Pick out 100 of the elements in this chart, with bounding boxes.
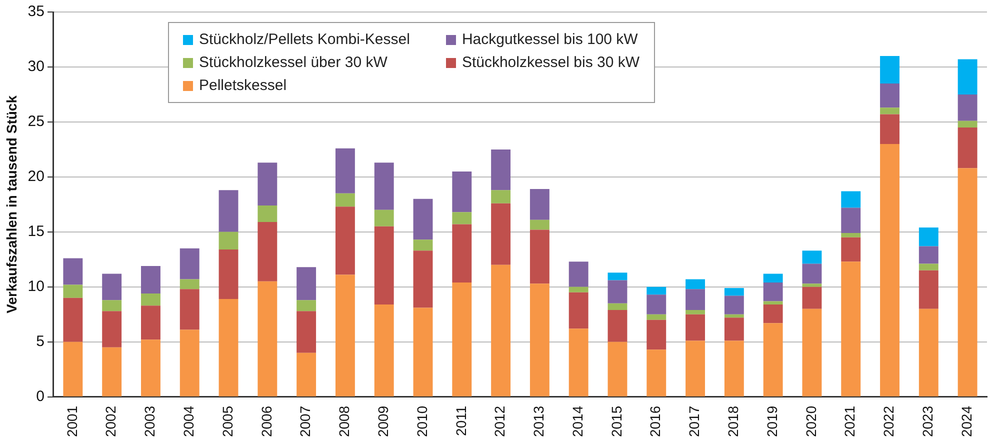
bar (763, 304, 783, 324)
bar (802, 308, 822, 396)
y-tick-label: 15 (28, 223, 44, 240)
bar (296, 352, 316, 396)
bar (530, 220, 550, 230)
bar (880, 108, 900, 114)
bar (958, 59, 978, 94)
bar (686, 314, 705, 341)
x-tick-label: 2010 (414, 406, 430, 438)
x-tick-label: 2019 (764, 406, 780, 438)
bar (296, 267, 316, 300)
bar (608, 303, 628, 310)
bar (841, 208, 861, 234)
y-tick-label: 35 (28, 3, 44, 20)
bar (491, 203, 511, 265)
bar (180, 248, 200, 280)
bar (413, 198, 433, 240)
bar (724, 296, 744, 314)
bar (413, 250, 433, 308)
bar (180, 279, 200, 290)
bar (918, 270, 938, 309)
legend-label: Stückholzkessel bis 30 kW (462, 54, 640, 71)
bar (491, 190, 511, 204)
bar (335, 274, 355, 396)
x-tick-label: 2017 (686, 406, 702, 438)
bar (296, 300, 316, 312)
x-tick-label: 2005 (219, 406, 236, 438)
bar (724, 288, 744, 296)
bar (258, 222, 278, 282)
bar (724, 318, 744, 341)
bar (413, 240, 433, 251)
bar (841, 262, 861, 396)
x-tick-label: 2020 (802, 406, 819, 438)
bar (568, 292, 588, 329)
bar (918, 264, 938, 270)
bar (374, 210, 394, 226)
x-tick-label: 2011 (452, 406, 469, 436)
bar (608, 272, 628, 280)
bar (258, 162, 278, 206)
bar (568, 262, 588, 287)
bar (763, 274, 783, 282)
bar (452, 171, 472, 212)
bar (724, 340, 744, 396)
bar (374, 162, 394, 210)
bar (102, 300, 122, 312)
bar (880, 144, 900, 396)
bar (646, 294, 666, 314)
bar (141, 293, 160, 306)
bar (880, 83, 900, 108)
bar (335, 206, 355, 275)
x-tick-label: 2012 (492, 406, 508, 438)
x-tick-label: 2018 (725, 406, 742, 438)
x-tick-label: 2003 (142, 406, 158, 438)
bar (180, 289, 200, 330)
bar (413, 308, 433, 396)
bar (530, 230, 550, 284)
bar (646, 320, 666, 350)
bar (530, 284, 550, 396)
bar (491, 264, 511, 396)
x-tick-label: 2002 (102, 406, 119, 438)
bar (958, 94, 978, 121)
bar (686, 340, 705, 396)
x-tick-label: 2023 (920, 406, 936, 438)
bar (491, 149, 511, 190)
bar (63, 258, 83, 285)
bar (841, 237, 861, 262)
bar (686, 279, 705, 290)
bar (608, 342, 628, 396)
bar (452, 212, 472, 224)
x-tick-label: 2008 (336, 406, 352, 438)
bar (102, 311, 122, 348)
legend-label: Stückholz/Pellets Kombi-Kessel (199, 31, 410, 48)
bar (646, 350, 666, 396)
bar (568, 286, 588, 292)
x-tick-label: 2006 (258, 406, 274, 438)
bar (918, 228, 938, 246)
bar (141, 340, 160, 396)
bar (958, 168, 978, 396)
bar (802, 284, 822, 287)
x-tick-label: 2022 (880, 406, 897, 438)
y-tick-label: 30 (28, 58, 44, 76)
x-tick-label: 2015 (608, 406, 624, 438)
y-axis-title: Verkaufszahlen in tausend Stück (3, 95, 20, 314)
bar (802, 264, 822, 284)
x-tick-label: 2009 (374, 406, 391, 438)
x-tick-label: 2014 (569, 406, 586, 438)
bar (958, 120, 978, 128)
bar (763, 301, 783, 304)
bar (724, 314, 744, 318)
x-tick-label: 2021 (842, 406, 858, 438)
bar (841, 191, 861, 208)
legend-label: Hackgutkessel bis 100 kW (462, 31, 638, 48)
x-tick-label: 2001 (64, 406, 80, 438)
bar (335, 148, 355, 194)
bar (218, 250, 238, 299)
x-tick-label: 2013 (530, 406, 547, 438)
bar (218, 190, 238, 232)
bar (218, 298, 238, 396)
bar (141, 306, 160, 340)
bar (141, 266, 160, 294)
